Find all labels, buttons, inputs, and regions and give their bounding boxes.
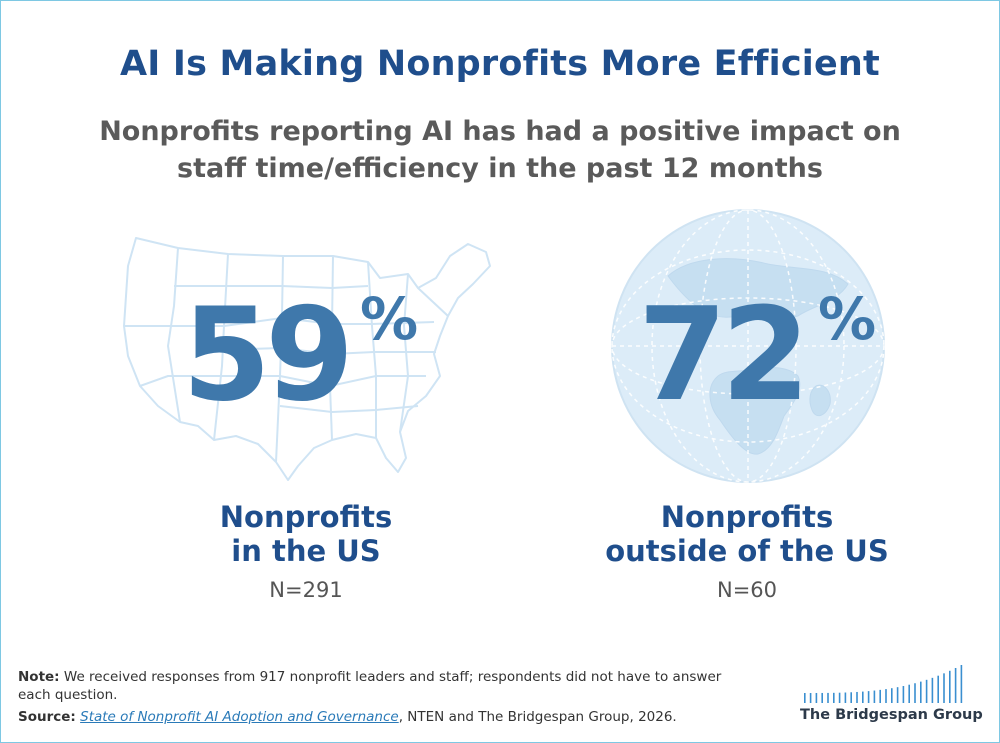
logo-bar (925, 679, 928, 703)
us-label-line-1: Nonprofits (219, 500, 393, 534)
us-sample-size: N=291 (269, 578, 343, 602)
logo-bar (908, 684, 910, 703)
logo-bar (815, 692, 818, 703)
logo-bar (850, 692, 852, 703)
logo-bar (931, 677, 934, 703)
logo-text: The Bridgespan Group (800, 707, 983, 723)
non-us-group-label: Nonprofits outside of the US (582, 500, 912, 568)
subtitle: Nonprofits reporting AI has had a positi… (0, 113, 1000, 187)
globe-icon (608, 206, 888, 486)
source-link[interactable]: State of Nonprofit AI Adoption and Gover… (80, 709, 399, 725)
us-map-icon (118, 226, 498, 486)
logo-bar (873, 690, 876, 703)
non-us-sample-size: N=60 (716, 578, 778, 602)
non-us-label-line-1: Nonprofits (660, 500, 834, 534)
logo-bar (838, 692, 841, 703)
logo-bar (856, 691, 858, 703)
logo-bar (844, 692, 847, 703)
subtitle-line-2: staff time/efficiency in the past 12 mon… (177, 153, 823, 184)
source-line: Source: State of Nonprofit AI Adoption a… (18, 708, 758, 726)
source-rest: , NTEN and The Bridgespan Group, 2026. (398, 709, 677, 725)
logo-bar (937, 675, 939, 703)
us-label-line-2: in the US (231, 534, 381, 568)
logo-bar (827, 692, 829, 703)
note-text: We received responses from 917 nonprofit… (18, 669, 722, 703)
logo-bar (885, 689, 887, 703)
logo-bar (891, 688, 893, 703)
non-us-label-line-2: outside of the US (605, 534, 889, 568)
non-us-percent-value: 72 (638, 281, 810, 430)
note-label: Note: (18, 669, 60, 685)
logo-bar (902, 686, 905, 703)
bridgespan-bars-icon (804, 665, 963, 703)
logo-bar (879, 689, 881, 703)
us-percent-value: 59 (182, 281, 354, 430)
logo-bar (804, 693, 806, 703)
logo-bar (954, 667, 957, 703)
note-line: Note: We received responses from 917 non… (18, 668, 758, 704)
footnote: Note: We received responses from 917 non… (18, 668, 758, 726)
logo-bar (809, 692, 812, 703)
logo-bar (867, 691, 870, 703)
logo-bar (943, 673, 945, 703)
us-percent-sign: % (360, 285, 419, 353)
logo-bar (833, 692, 835, 703)
us-group-label: Nonprofits in the US (156, 500, 456, 568)
logo-bar (821, 692, 823, 703)
logo-bar (920, 681, 922, 703)
logo-bar (949, 670, 951, 703)
source-label: Source: (18, 709, 76, 725)
non-us-percent-sign: % (818, 285, 877, 353)
logo-bar (960, 665, 963, 703)
subtitle-line-1: Nonprofits reporting AI has had a positi… (99, 116, 901, 147)
logo-bar (896, 687, 899, 703)
bridgespan-logo: The Bridgespan Group (800, 665, 983, 727)
logo-bar (914, 683, 916, 703)
page-title: AI Is Making Nonprofits More Efficient (120, 44, 880, 84)
logo-bar (862, 691, 864, 703)
